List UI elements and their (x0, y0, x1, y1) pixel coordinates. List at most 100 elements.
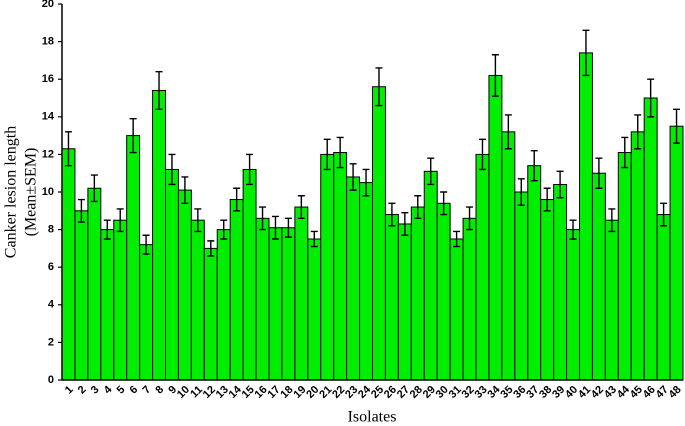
x-tick-label: 6 (128, 384, 141, 397)
error-bar (388, 202, 396, 227)
error-bar (194, 208, 202, 233)
error-bar (323, 138, 331, 171)
error-bar (297, 195, 305, 220)
y-tick-label: 4 (48, 299, 55, 311)
bar (165, 168, 179, 381)
error-bar (621, 136, 629, 169)
bar (190, 219, 205, 381)
error-bar (181, 176, 189, 204)
error-bar (478, 138, 486, 171)
x-tick-label: 8 (153, 384, 166, 397)
error-bar (569, 219, 577, 240)
error-bar (284, 217, 292, 238)
y-tick-label: 6 (48, 261, 54, 273)
error-bar (77, 198, 85, 223)
bar (126, 135, 141, 381)
error-bar (168, 153, 176, 186)
y-tick-label: 18 (42, 36, 54, 48)
y-tick-label: 8 (48, 224, 54, 236)
x-tick-label: 7 (140, 384, 153, 397)
error-bar (647, 78, 655, 118)
error-bar (504, 114, 512, 150)
error-bar (375, 67, 383, 107)
bar (514, 191, 529, 381)
x-tick-label: 5 (115, 384, 128, 397)
bar (566, 229, 580, 381)
error-bar (530, 149, 538, 182)
bar (61, 148, 76, 381)
y-axis-title: (Mean±SEM) (23, 148, 40, 237)
error-bar (64, 131, 72, 167)
bar (384, 214, 399, 381)
bar (100, 229, 115, 381)
error-bar (556, 170, 564, 199)
bar (410, 206, 425, 381)
error-bar (349, 163, 357, 191)
bar (488, 74, 503, 381)
error-bar (207, 240, 215, 257)
bar (281, 227, 296, 381)
y-tick-label: 0 (48, 374, 54, 386)
bar (320, 153, 335, 381)
bar (423, 170, 438, 381)
bar (540, 199, 555, 381)
bar (346, 176, 361, 381)
error-bar (517, 178, 525, 206)
bar (617, 152, 632, 381)
bar (591, 172, 606, 381)
bar (527, 165, 542, 381)
error-bar (129, 117, 137, 154)
bar (604, 219, 619, 381)
x-tick-label: 4 (102, 383, 115, 396)
bar (307, 238, 322, 381)
error-bar (595, 157, 603, 189)
error-bar (90, 174, 98, 203)
error-bar (116, 208, 124, 233)
error-bar (582, 29, 590, 77)
error-bar (142, 234, 150, 255)
bar (475, 153, 490, 381)
error-bar (673, 108, 681, 144)
error-bar (608, 208, 616, 233)
error-bar (634, 114, 642, 150)
bar (656, 214, 671, 381)
y-tick-label: 14 (42, 111, 55, 123)
error-bar (414, 195, 422, 220)
bar (553, 183, 568, 381)
bar (152, 89, 166, 381)
bar (255, 217, 270, 381)
bar (643, 97, 658, 381)
bar (229, 199, 244, 381)
bar (501, 131, 516, 381)
bar (242, 168, 257, 381)
x-tick-label: 48 (667, 384, 684, 401)
bar (294, 206, 309, 381)
bar (203, 247, 218, 381)
bar (372, 86, 386, 381)
bar (177, 189, 192, 381)
y-tick-label: 16 (42, 73, 54, 85)
y-tick-label: 2 (48, 336, 54, 348)
bar (113, 219, 128, 381)
x-tick-label: 2 (76, 384, 89, 397)
error-bar (543, 187, 551, 212)
x-tick-label: 3 (89, 384, 102, 397)
y-axis-title: Canker lesion length (3, 126, 20, 258)
bar (669, 125, 684, 381)
error-bar (246, 153, 254, 186)
error-bar (103, 219, 111, 240)
bar (74, 210, 89, 381)
bar (268, 227, 283, 381)
bar (216, 229, 231, 381)
bar (449, 238, 464, 381)
error-bar (362, 168, 370, 197)
error-bar (220, 219, 228, 240)
error-bar (660, 202, 668, 227)
bar (359, 182, 373, 381)
bar (87, 187, 102, 381)
error-bar (310, 230, 318, 248)
bar (462, 217, 477, 381)
error-bar (453, 230, 461, 248)
error-bar (271, 215, 279, 240)
